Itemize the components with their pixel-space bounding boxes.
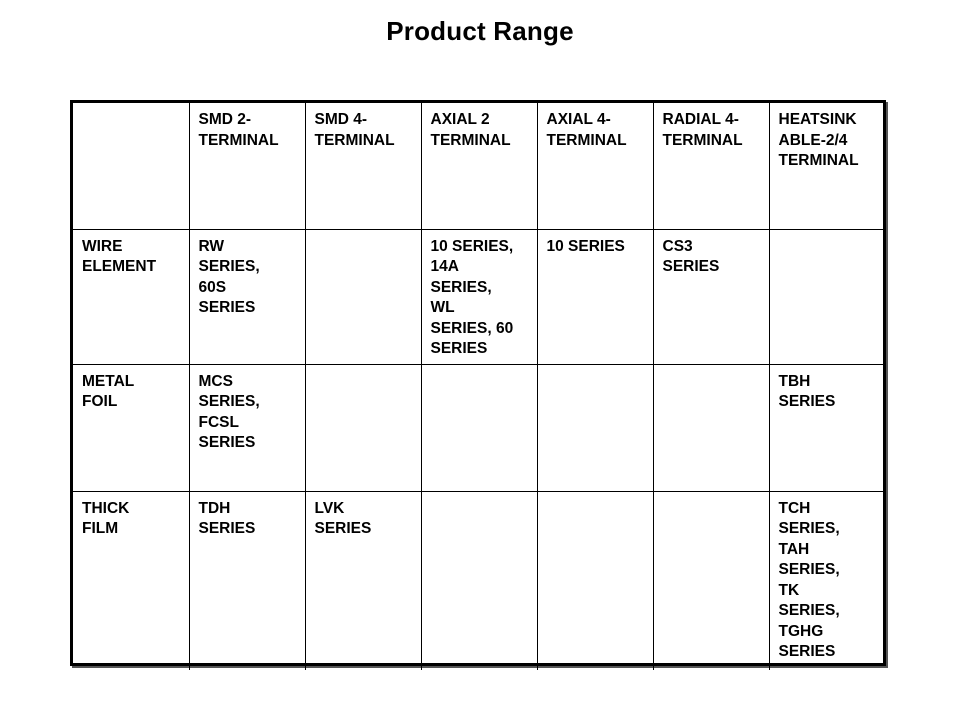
column-header-axial-4-terminal: AXIAL 4- TERMINAL bbox=[536, 103, 654, 230]
product-range-table: SMD 2- TERMINAL SMD 4- TERMINAL AXIAL 2 … bbox=[73, 103, 883, 670]
table-cell: 10 SERIES bbox=[536, 228, 654, 365]
table-cell: TCH SERIES, TAH SERIES, TK SERIES, TGHG … bbox=[768, 490, 883, 670]
product-range-table-frame: SMD 2- TERMINAL SMD 4- TERMINAL AXIAL 2 … bbox=[70, 100, 886, 670]
table-cell: TBH SERIES bbox=[768, 363, 883, 492]
column-header-radial-4-terminal: RADIAL 4- TERMINAL bbox=[652, 103, 770, 230]
column-header-smd-2-terminal: SMD 2- TERMINAL bbox=[188, 103, 306, 230]
table-cell: RW SERIES, 60S SERIES bbox=[188, 228, 306, 365]
table-cell bbox=[652, 363, 770, 492]
table-cell: LVK SERIES bbox=[304, 490, 422, 670]
table-cell bbox=[536, 363, 654, 492]
table-cell bbox=[304, 228, 422, 365]
table-row-thick-film: THICK FILM TDH SERIES LVK SERIES TCH SER… bbox=[73, 490, 883, 670]
row-header-metal-foil: METAL FOIL bbox=[73, 363, 190, 492]
page-title: Product Range bbox=[386, 16, 574, 46]
table-cell: CS3 SERIES bbox=[652, 228, 770, 365]
table-cell: TDH SERIES bbox=[188, 490, 306, 670]
table-header-row: SMD 2- TERMINAL SMD 4- TERMINAL AXIAL 2 … bbox=[73, 103, 883, 230]
table-cell bbox=[420, 363, 538, 492]
table-cell bbox=[652, 490, 770, 670]
table-cell bbox=[304, 363, 422, 492]
table-row-wire-element: WIRE ELEMENT RW SERIES, 60S SERIES 10 SE… bbox=[73, 228, 883, 365]
corner-cell bbox=[73, 103, 190, 230]
column-header-smd-4-terminal: SMD 4- TERMINAL bbox=[304, 103, 422, 230]
table-cell bbox=[768, 228, 883, 365]
column-header-heatsinkable-terminal: HEATSINK ABLE-2/4 TERMINAL bbox=[768, 103, 883, 230]
row-header-thick-film: THICK FILM bbox=[73, 490, 190, 670]
table-cell: 10 SERIES, 14A SERIES, WL SERIES, 60 SER… bbox=[420, 228, 538, 365]
table-cell bbox=[420, 490, 538, 670]
table-row-metal-foil: METAL FOIL MCS SERIES, FCSL SERIES TBH S… bbox=[73, 363, 883, 492]
table-cell: MCS SERIES, FCSL SERIES bbox=[188, 363, 306, 492]
column-header-axial-2-terminal: AXIAL 2 TERMINAL bbox=[420, 103, 538, 230]
row-header-wire-element: WIRE ELEMENT bbox=[73, 228, 190, 365]
table-cell bbox=[536, 490, 654, 670]
